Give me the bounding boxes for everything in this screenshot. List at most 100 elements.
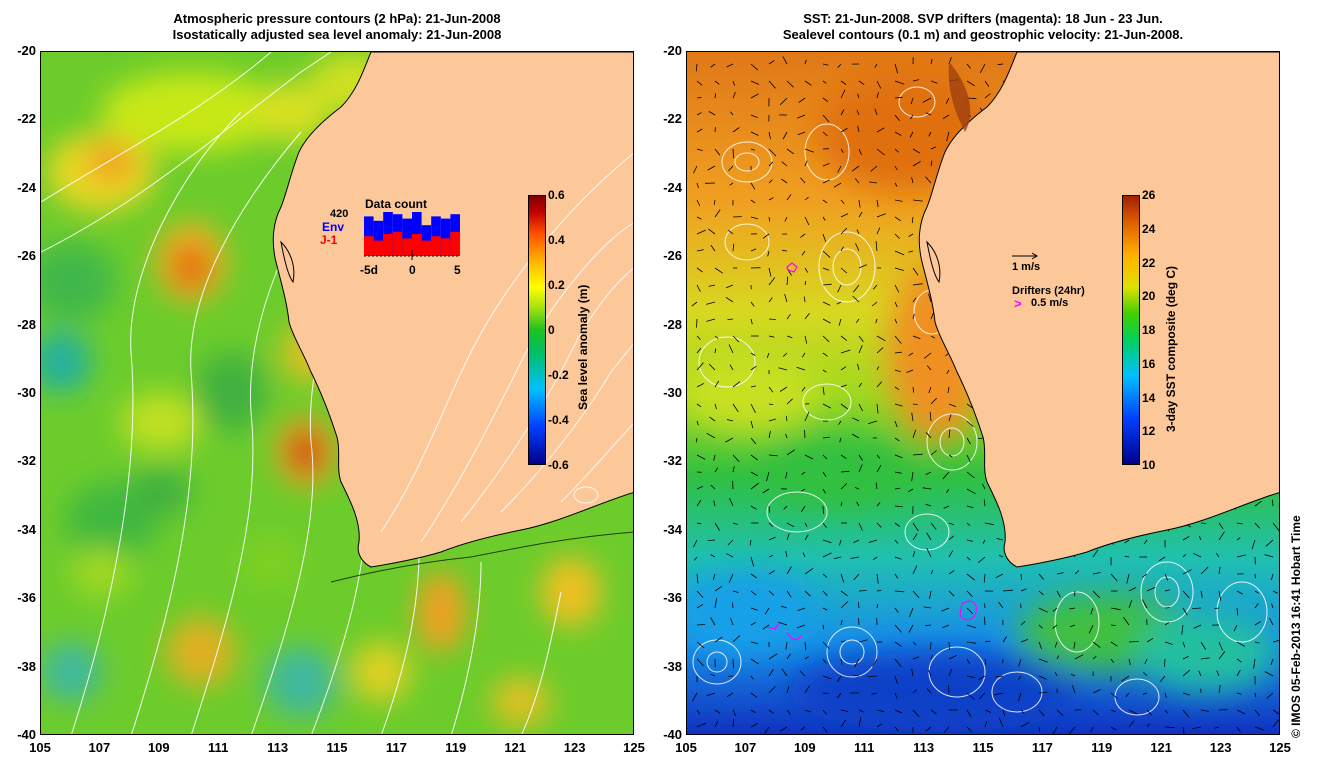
sea-level-colorbar-tick: -0.2 — [548, 368, 569, 382]
velocity-arrow — [894, 607, 899, 613]
velocity-arrow — [714, 80, 720, 85]
velocity-arrow — [856, 501, 860, 507]
velocity-arrow — [858, 590, 867, 592]
velocity-arrow — [768, 570, 775, 575]
velocity-arrow — [1159, 675, 1166, 682]
velocity-arrow — [822, 131, 828, 137]
velocity-arrow — [871, 692, 878, 695]
velocity-arrow — [910, 97, 914, 105]
velocity-arrow — [966, 522, 971, 526]
velocity-arrow — [764, 726, 770, 734]
data-count-title: Data count — [365, 197, 428, 211]
velocity-arrow — [785, 551, 788, 558]
velocity-arrow — [800, 505, 806, 513]
velocity-arrow — [912, 641, 917, 646]
velocity-arrow — [948, 570, 955, 575]
velocity-arrow — [894, 369, 901, 373]
velocity-arrow — [1236, 522, 1243, 525]
velocity-arrow — [894, 250, 905, 256]
velocity-arrow — [894, 590, 905, 593]
velocity-scale-label: 1 m/s — [1012, 261, 1041, 273]
velocity-arrow — [768, 197, 774, 201]
velocity-arrow — [869, 181, 878, 184]
velocity-arrow — [1254, 692, 1257, 698]
velocity-arrow — [894, 63, 899, 74]
velocity-arrow — [894, 556, 902, 560]
velocity-arrow — [732, 709, 737, 717]
sea-level-anomaly-map[interactable] — [40, 51, 634, 735]
velocity-arrow — [925, 503, 932, 507]
velocity-arrow — [822, 522, 827, 528]
velocity-arrow — [840, 590, 848, 597]
velocity-arrow — [714, 348, 717, 354]
velocity-arrow — [750, 658, 760, 665]
velocity-arrow — [966, 675, 976, 678]
velocity-arrow — [695, 437, 698, 443]
velocity-arrow — [762, 233, 770, 239]
sea-level-colorbar-tick: -0.6 — [548, 458, 569, 472]
velocity-arrow — [911, 412, 914, 422]
velocity-arrow — [876, 347, 884, 354]
velocity-arrow — [906, 369, 914, 373]
velocity-arrow — [912, 148, 921, 154]
velocity-arrow — [714, 467, 719, 473]
velocity-arrow — [1215, 552, 1220, 558]
velocity-arrow — [1200, 709, 1210, 712]
velocity-arrow — [836, 675, 842, 683]
velocity-arrow — [912, 689, 917, 694]
velocity-arrow — [840, 619, 843, 626]
sst-map[interactable] — [686, 51, 1280, 735]
velocity-arrow — [948, 550, 954, 558]
velocity-arrow — [1214, 726, 1220, 729]
velocity-arrow — [732, 80, 736, 86]
velocity-arrow — [1020, 573, 1022, 580]
velocity-arrow — [804, 216, 810, 226]
velocity-arrow — [822, 233, 827, 242]
velocity-arrow — [930, 397, 937, 405]
velocity-arrow — [840, 366, 847, 371]
data-count-chart — [364, 212, 460, 260]
velocity-arrow — [804, 411, 810, 422]
velocity-arrow — [766, 352, 770, 358]
velocity-arrow — [894, 148, 899, 153]
j1-count-bar — [402, 238, 412, 256]
velocity-arrow — [1164, 692, 1167, 698]
velocity-arrow — [966, 590, 973, 597]
velocity-arrow — [1272, 709, 1279, 715]
velocity-arrow — [768, 179, 773, 184]
velocity-arrow — [726, 63, 734, 68]
left-y-tick: -32 — [17, 453, 36, 469]
velocity-arrow — [750, 114, 758, 118]
velocity-arrow — [984, 522, 994, 526]
velocity-arrow — [858, 80, 865, 86]
velocity-arrow — [749, 539, 752, 546]
velocity-arrow — [1272, 522, 1279, 532]
velocity-arrow — [786, 533, 790, 541]
velocity-arrow — [783, 505, 788, 510]
velocity-arrow — [1218, 651, 1226, 660]
velocity-arrow — [840, 109, 845, 116]
velocity-arrow — [945, 97, 950, 104]
velocity-arrow — [1056, 590, 1061, 598]
right-x-tick: 119 — [1091, 740, 1113, 755]
velocity-arrow — [786, 335, 793, 339]
velocity-arrow — [930, 80, 938, 84]
velocity-arrow — [822, 552, 832, 558]
velocity-arrow — [928, 131, 932, 137]
velocity-arrow — [984, 658, 987, 665]
velocity-arrow — [786, 566, 792, 575]
velocity-arrow — [714, 720, 719, 728]
velocity-arrow — [839, 437, 842, 443]
velocity-arrow — [728, 165, 734, 172]
velocity-arrow — [1088, 624, 1094, 634]
velocity-arrow — [714, 380, 720, 388]
sst-features — [687, 72, 1277, 732]
velocity-arrow — [1264, 671, 1274, 677]
velocity-arrow — [714, 585, 723, 592]
velocity-arrow — [1164, 726, 1175, 729]
sst-svg — [687, 52, 1279, 734]
velocity-arrow — [876, 213, 886, 218]
velocity-arrow — [1142, 573, 1148, 578]
velocity-arrow — [854, 487, 860, 490]
velocity-arrow — [894, 487, 901, 490]
